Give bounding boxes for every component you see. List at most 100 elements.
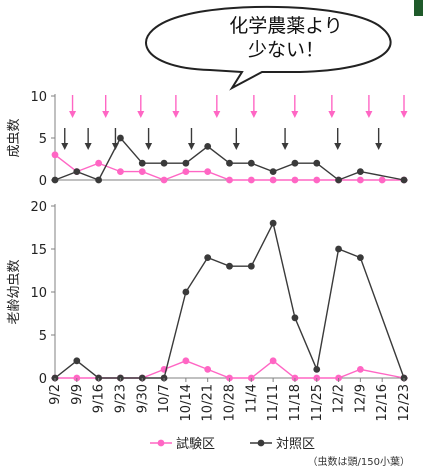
data-point [269,176,277,184]
data-point [226,159,233,167]
x-tick-label: 11/25 [310,384,325,421]
data-point [247,176,255,184]
footnote: （虫数は頭/150小葉） [308,455,410,468]
series-line-control [54,221,405,379]
data-point [356,254,364,261]
spray-arrow-test-head [137,111,145,118]
x-tick-label: 9/9 [70,384,85,405]
x-tick-label: 10/14 [179,384,194,421]
data-point [291,176,299,184]
callout-line-1: 化学農薬より [229,15,343,37]
series-line-test [54,154,404,181]
data-point [226,176,233,184]
data-point [247,262,255,270]
data-point [291,314,299,322]
y-tick-label: 10 [30,286,47,301]
x-tick-label: 12/16 [375,384,390,421]
legend-label-control: 対照区 [276,437,315,452]
x-tick-label: 12/2 [332,384,347,413]
x-tick-label: 11/18 [288,384,303,421]
spray-arrow-control-head [145,143,153,150]
data-point [95,159,103,167]
spray-arrow-test-head [365,111,373,118]
data-point [313,159,321,167]
data-point [335,245,342,253]
x-tick-label: 9/2 [48,384,63,405]
spray-arrow-test-head [250,111,258,118]
data-point [51,176,59,184]
data-point [138,159,146,167]
data-point [335,176,342,184]
spray-arrow-test-head [213,111,221,118]
data-point [356,176,364,184]
x-tick-label: 11/11 [266,384,281,421]
spray-arrow-test-head [328,111,336,118]
callout-shape [145,5,392,91]
data-point [204,143,212,150]
data-point [117,134,124,142]
x-tick-label: 10/7 [157,384,172,413]
legend: 試験区 対照区 [150,436,315,452]
data-point [269,357,277,365]
data-point [269,168,277,176]
legend-marker [257,439,265,447]
y-tick-label: 0 [39,174,47,189]
data-point [73,357,81,365]
spray-arrow-test-head [400,111,408,118]
legend-marker [157,439,165,447]
x-tick-label: 9/30 [135,384,150,413]
x-tick-label: 11/4 [244,384,259,413]
corner-tab [414,0,423,16]
data-point [226,262,233,270]
y-tick-label: 20 [30,200,47,215]
y-tick-label: 15 [30,243,47,258]
panel-2: 0 5 10 15 20 老齢幼虫数 [7,200,408,387]
data-point [356,168,364,176]
data-point [313,366,321,373]
y-tick-label: 5 [39,132,47,147]
legend-label-test: 試験区 [176,436,215,452]
data-point [204,366,212,373]
data-point [138,168,146,176]
data-point [291,159,299,167]
data-point [356,366,364,373]
spray-arrow-control-head [111,143,119,150]
spray-arrow-control-head [334,143,342,150]
spray-arrow-control-head [375,143,383,150]
x-tick-label: 10/28 [223,384,238,421]
data-point [51,151,59,159]
data-point [247,159,255,167]
data-point [269,219,277,227]
spray-arrow-control-head [61,143,69,150]
spray-arrow-test-head [102,111,110,118]
data-point [204,168,212,176]
callout-line-2: 少ない！ [248,39,324,61]
x-tick-label: 9/23 [113,384,128,413]
data-point [378,176,386,184]
spray-arrow-control-head [187,143,195,150]
spray-arrow-test-head [172,111,180,118]
data-point [160,159,168,167]
data-point [95,176,103,184]
panel-1: 0 5 10 成虫数 [7,90,408,189]
data-point [400,176,408,184]
data-point [204,254,212,261]
data-point [73,168,81,176]
spray-arrow-control-head [281,143,289,150]
data-point [313,176,321,184]
series-line-control [54,136,405,181]
spray-arrow-control-head [232,143,240,150]
spray-arrow-control-head [84,143,92,150]
y-axis-label: 成虫数 [7,118,22,157]
x-tick-label: 10/21 [201,384,216,421]
data-point [182,159,190,167]
data-point [117,168,124,176]
x-tick-label: 9/16 [92,384,107,413]
data-point [160,176,168,184]
y-tick-label: 10 [30,90,47,105]
x-tick-label: 12/9 [353,384,368,413]
y-axis-label: 老齢幼虫数 [7,259,22,324]
x-tick-label: 12/23 [397,384,412,421]
